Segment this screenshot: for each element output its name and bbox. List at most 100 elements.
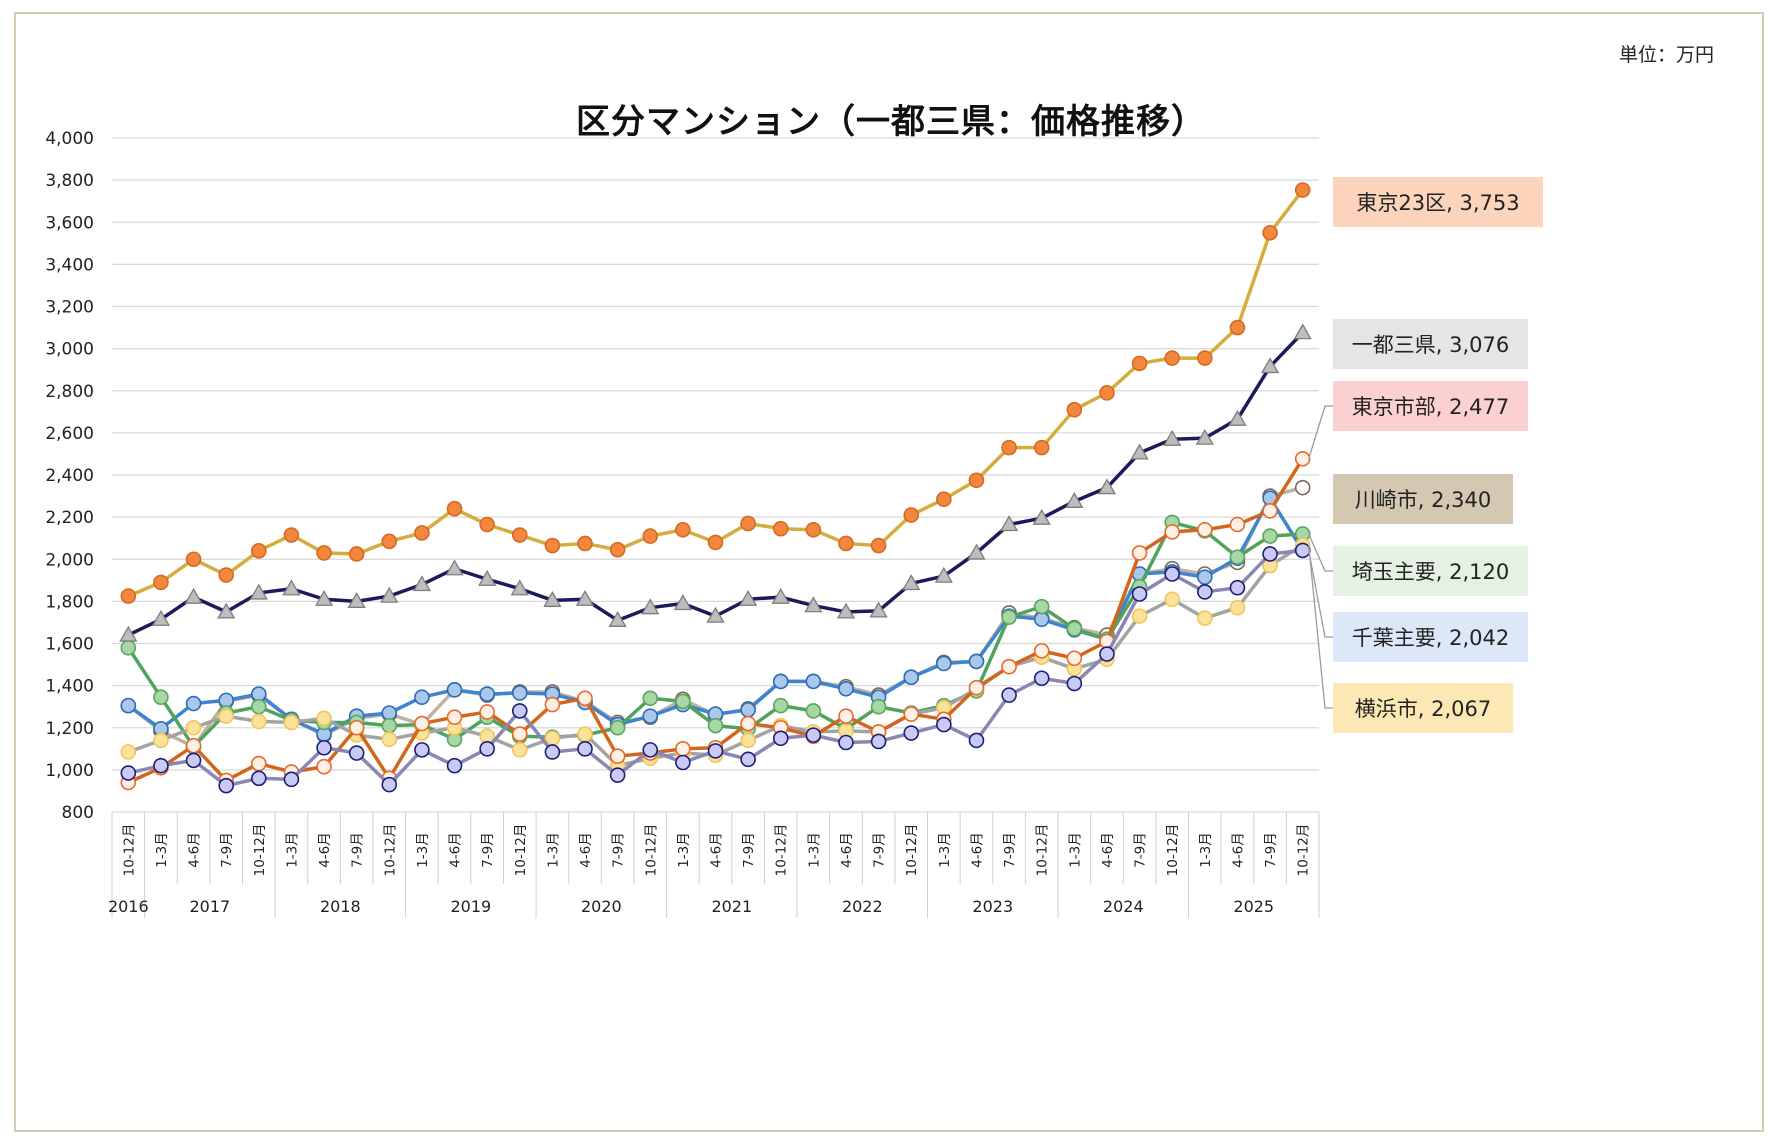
data-point-東京市部 [511,726,528,742]
data-point-一都三県 [771,587,790,604]
data-point-東京市部 [1229,516,1246,533]
x-tick-label: 7-9月 [611,832,627,868]
data-point-千葉主要-markers [250,770,267,787]
leader-line [1308,533,1333,572]
x-tick-label: 4-6月 [709,832,725,868]
data-point-千葉主要 [903,669,920,686]
data-point-千葉主要-markers [903,725,920,741]
year-label: 2024 [1103,897,1144,916]
x-tick-label: 7-9月 [480,832,496,868]
data-point-東京23区 [1164,350,1181,366]
data-point-千葉主要-markers [511,703,528,719]
data-point-東京市部 [1066,650,1083,667]
data-point-埼玉主要 [805,703,822,719]
data-point-千葉主要 [1197,569,1213,585]
data-label: 千葉主要, 2,042 [1352,626,1509,650]
data-point-千葉主要 [446,682,463,698]
data-point-東京23区 [218,567,234,583]
data-point-千葉主要 [936,655,952,672]
data-point-千葉主要 [185,695,202,712]
x-tick-label: 4-6月 [317,832,333,868]
data-point-横浜市 [511,742,528,758]
data-point-東京市部 [903,706,920,722]
data-point-東京23区 [1066,401,1083,418]
y-tick-label: 3,400 [45,255,94,275]
x-tick-label: 1-3月 [1067,832,1083,868]
data-point-千葉主要 [479,686,495,702]
x-tick-label: 1-3月 [154,832,170,868]
data-point-一都三県 [739,589,758,606]
data-point-東京23区 [348,546,365,562]
x-tick-label: 10-12月 [1165,824,1181,877]
data-label-box [1333,612,1528,662]
data-point-東京23区 [446,500,463,517]
data-point-埼玉主要 [153,689,169,706]
data-point-千葉主要-markers [283,771,300,788]
x-tick-label: 7-9月 [741,832,757,868]
data-point-千葉主要-markers [1262,546,1278,562]
y-tick-label: 2,400 [45,466,94,486]
data-point-東京23区 [511,527,528,543]
data-point-埼玉主要 [1033,598,1050,615]
y-tick-label: 2,200 [45,508,94,528]
data-point-一都三県 [249,583,268,600]
data-point-一都三県 [804,596,823,613]
data-point-一都三県 [999,515,1019,532]
year-label: 2022 [842,897,883,916]
data-point-一都三県 [1228,409,1247,426]
x-tick-label: 10-12月 [1035,824,1051,877]
x-tick-label: 1-3月 [937,832,953,868]
data-point-埼玉主要 [381,717,398,734]
x-tick-label: 4-6月 [1100,832,1116,868]
data-point-東京市部 [838,708,854,724]
y-tick-label: 1,200 [45,719,94,739]
year-label: 2023 [972,897,1013,916]
data-point-千葉主要 [805,673,822,690]
data-point-千葉主要-markers [577,741,593,757]
x-tick-label: 10-12月 [904,824,920,877]
data-point-埼玉主要 [642,690,659,707]
data-label: 横浜市, 2,067 [1355,697,1491,721]
data-point-千葉主要-markers [642,742,659,758]
data-point-東京23区 [1294,182,1311,198]
data-point-一都三県 [967,543,986,560]
data-point-千葉主要-markers [675,754,691,771]
data-point-千葉主要-markers [1164,566,1181,582]
data-point-東京23区 [903,507,920,523]
y-tick-label: 4,000 [45,129,94,149]
data-point-横浜市 [120,744,137,760]
x-tick-label: 4-6月 [578,832,594,868]
x-tick-label: 7-9月 [1263,832,1279,868]
year-label: 2020 [581,897,622,916]
x-tick-label: 10-12月 [513,824,529,877]
data-point-一都三県 [282,579,301,596]
data-point-東京市部 [1262,503,1278,519]
x-tick-label: 1-3月 [415,832,431,868]
data-point-埼玉主要 [675,693,691,710]
year-label: 2021 [711,897,752,916]
data-label: 埼玉主要, 2,120 [1352,560,1509,584]
x-tick-label: 1-3月 [676,832,692,868]
data-point-千葉主要 [772,673,789,690]
x-tick-label: 10-12月 [774,824,790,877]
data-point-千葉主要-markers [446,757,463,774]
year-label: 2016 [108,897,149,916]
data-point-一都三県 [1260,357,1280,374]
data-point-千葉主要-markers [870,733,887,750]
data-point-東京23区 [1262,224,1278,241]
year-label: 2019 [450,897,491,916]
data-label: 川崎市, 2,340 [1355,488,1491,512]
year-label: 2018 [320,897,361,916]
data-point-東京23区 [479,516,495,533]
x-tick-label: 4-6月 [969,832,985,868]
data-point-千葉主要-markers [1099,646,1115,662]
y-tick-label: 1,000 [45,761,94,781]
data-point-千葉主要-markers [348,745,365,761]
chart-frame: 単位：万円 区分マンション（一都三県：価格推移） 800 1,000 1,200 1,… [14,12,1764,1132]
x-tick-label: 7-9月 [1002,832,1018,868]
data-point-横浜市 [153,732,169,749]
data-point-一都三県 [934,566,953,583]
data-point-横浜市 [381,731,398,748]
data-point-千葉主要-markers [740,751,756,768]
data-point-千葉主要-markers [479,741,495,757]
